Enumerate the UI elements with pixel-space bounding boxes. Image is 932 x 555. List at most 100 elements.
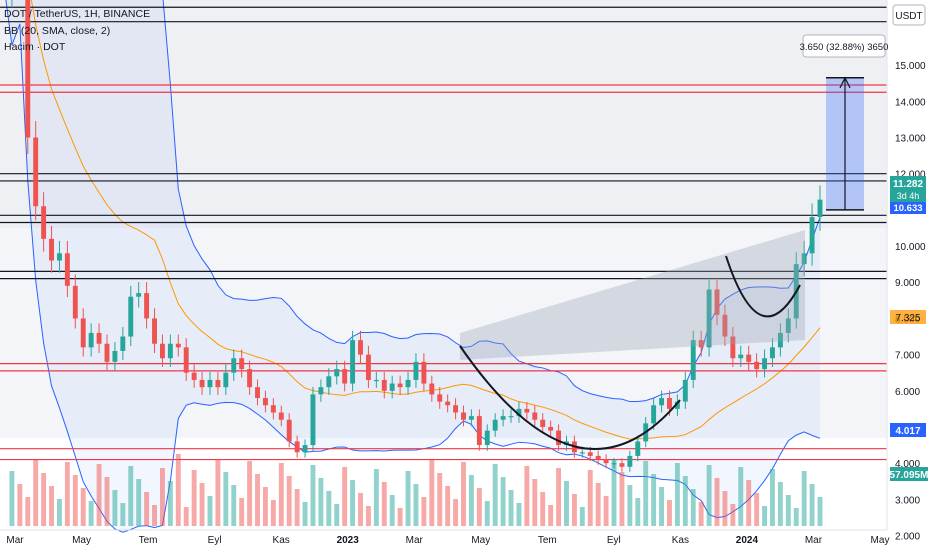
- volume-bar: [635, 498, 641, 526]
- candle-body: [651, 405, 657, 424]
- candle-body: [746, 354, 752, 362]
- candle-body: [25, 0, 31, 138]
- volume-bar: [619, 472, 625, 526]
- candle-body: [762, 358, 767, 370]
- candle-body: [730, 336, 736, 359]
- x-tick-label: Eyl: [607, 535, 621, 546]
- bb-indicator-label[interactable]: BB (20, SMA, close, 2): [4, 25, 110, 37]
- volume-bar: [72, 475, 78, 526]
- candle-body: [437, 394, 443, 402]
- x-tick-label: May: [72, 535, 91, 546]
- y-tick-label: 10.000: [895, 242, 926, 253]
- volume-bar: [152, 505, 157, 526]
- volume-bar: [611, 459, 617, 526]
- volume-bar: [738, 467, 744, 526]
- y-tick-label: 4.000: [895, 459, 920, 470]
- candle-body: [405, 379, 411, 388]
- cup-arc: [459, 345, 681, 450]
- chart-title: DOT / TetherUS, 1H, BINANCE: [4, 8, 150, 20]
- candle-body: [532, 412, 538, 420]
- candle-body: [421, 361, 427, 384]
- volume-bar: [571, 494, 577, 526]
- volume-bar: [128, 466, 134, 526]
- volume-bar: [144, 492, 150, 526]
- volume-bar: [397, 508, 403, 526]
- volume-bar: [698, 502, 704, 526]
- volume-bar: [159, 468, 165, 526]
- x-tick-label: Mar: [406, 535, 424, 546]
- candle-body: [373, 379, 379, 382]
- volume-bar: [33, 460, 39, 526]
- volume-bar: [239, 498, 245, 526]
- volume-bar: [373, 469, 379, 526]
- candle-body: [381, 379, 387, 391]
- candle-body: [468, 416, 474, 420]
- volume-bar: [476, 488, 482, 526]
- volume-bar: [785, 495, 791, 526]
- volume-bar: [120, 503, 126, 526]
- lower-band-badge: [890, 423, 926, 437]
- candle-body: [611, 463, 617, 465]
- candle-body: [389, 383, 395, 391]
- x-tick-label: 2023: [337, 535, 360, 546]
- candle-body: [682, 379, 688, 402]
- candle-body: [310, 394, 316, 446]
- volume-bar: [183, 507, 189, 526]
- rising-triangle-shade: [460, 230, 805, 360]
- volume-bar: [326, 491, 332, 526]
- candle-body: [167, 343, 173, 359]
- volume-bar: [286, 476, 292, 526]
- time-axis: Mar May Tem Eyl Kas 2023 Mar May Tem Eyl Kas 2024 Ma…: [0, 529, 890, 546]
- x-tick-label: May: [871, 535, 890, 546]
- candle-body: [484, 430, 490, 446]
- volume-bar: [294, 489, 300, 526]
- volume-bar: [564, 481, 569, 526]
- y-tick-label: 14.000: [895, 97, 926, 108]
- volume-bar: [270, 500, 276, 526]
- candle-body: [88, 332, 94, 348]
- candle-body: [326, 376, 332, 388]
- candle-body: [595, 455, 601, 460]
- candle-body: [128, 296, 134, 337]
- candle-body: [199, 379, 205, 388]
- x-tick-label: Kas: [672, 535, 689, 546]
- volume-bar: [255, 474, 260, 526]
- price-badge: [890, 176, 926, 202]
- volume-bar: [651, 474, 657, 526]
- price-badge-countdown: 3d 4h: [897, 191, 920, 201]
- volume-bar: [548, 505, 554, 526]
- volume-bar: [334, 504, 340, 526]
- volume-bar: [88, 501, 94, 526]
- volume-bar: [524, 466, 530, 526]
- candle-body: [57, 253, 62, 261]
- volume-bar: [167, 481, 173, 526]
- candle-body: [690, 340, 696, 380]
- candle-body: [136, 293, 142, 297]
- candle-body: [207, 379, 213, 388]
- volume-bar: [579, 507, 585, 526]
- candle-body: [619, 463, 625, 467]
- candle-body: [579, 452, 585, 454]
- volume-bar: [682, 476, 688, 526]
- candle-body: [429, 383, 435, 395]
- y-tick-label: 6.000: [895, 387, 920, 398]
- lower-band-value: 4.017: [895, 426, 920, 437]
- candle-body: [722, 314, 728, 337]
- pattern-drawings: [459, 76, 864, 450]
- volume-bar: [223, 472, 229, 526]
- volume-bar: [41, 473, 47, 526]
- volume-bar: [595, 483, 601, 526]
- candle-body: [350, 340, 356, 384]
- volume-indicator-label[interactable]: Hacim · DOT: [4, 41, 66, 53]
- volume-bar: [674, 463, 680, 526]
- volume-bars: [9, 454, 823, 526]
- volume-bar: [754, 493, 760, 526]
- currency-button[interactable]: [892, 4, 926, 26]
- x-tick-label: Mar: [6, 535, 24, 546]
- candle-body: [255, 387, 260, 399]
- volume-bar: [365, 506, 371, 526]
- upper-band-badge: [890, 202, 926, 214]
- volume-bar: [556, 468, 562, 526]
- candle-body: [770, 347, 775, 359]
